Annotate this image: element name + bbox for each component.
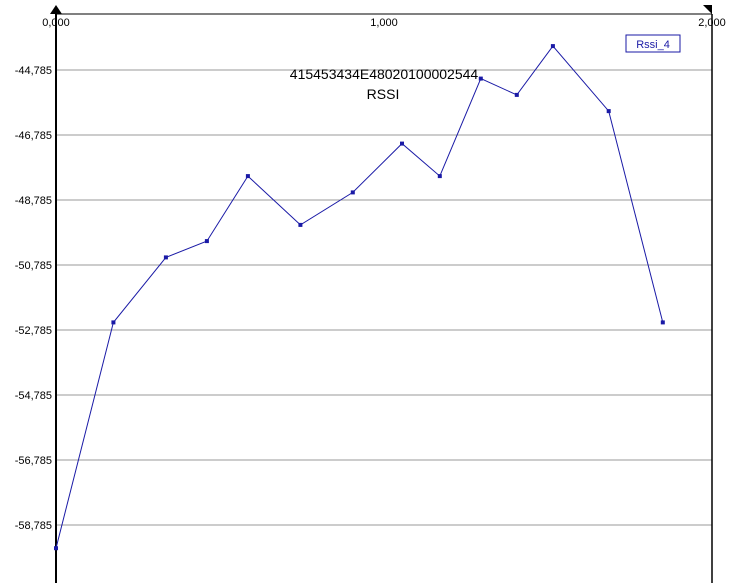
data-point <box>400 141 404 146</box>
data-point <box>350 190 355 195</box>
y-axis-arrow-icon <box>50 5 62 14</box>
legend-box <box>625 34 681 53</box>
x-tick-label: 1,000 <box>370 17 398 29</box>
y-tick-label: -44,785 <box>15 65 52 77</box>
data-point <box>478 76 483 81</box>
data-point <box>606 109 611 114</box>
gridlines <box>56 69 712 526</box>
chart-title: 415453434E48020100002544 <box>290 66 479 82</box>
data-point <box>54 546 58 551</box>
data-point <box>245 174 250 179</box>
chart-subtitle: RSSI <box>367 86 400 102</box>
data-point <box>550 44 555 49</box>
y-tick-label: -48,785 <box>15 195 52 207</box>
y-tick-label: -46,785 <box>15 130 52 142</box>
data-point <box>204 239 209 244</box>
series-line <box>55 45 664 549</box>
data-point <box>111 320 116 325</box>
legend: Rssi_4 <box>625 34 681 53</box>
y-tick-label: -56,785 <box>15 455 52 467</box>
legend-entry-rssi-4: Rssi_4 <box>636 39 670 51</box>
data-point <box>298 222 303 227</box>
x-axis-arrow-icon <box>703 5 712 14</box>
y-tick-label: -52,785 <box>15 325 52 337</box>
y-axis-tick-labels: -44,785 -46,785 -48,785 -50,785 -52,785 -54,7… <box>15 65 52 532</box>
y-tick-label: -54,785 <box>15 390 52 402</box>
data-point <box>660 320 665 325</box>
data-point <box>437 174 442 179</box>
y-tick-label: -50,785 <box>15 260 52 272</box>
y-tick-label: -58,785 <box>15 520 52 532</box>
data-point <box>163 255 168 260</box>
x-axis-tick-labels: 0,0001,0002,000 <box>42 17 726 29</box>
series-group <box>54 44 665 551</box>
data-point <box>514 92 519 97</box>
